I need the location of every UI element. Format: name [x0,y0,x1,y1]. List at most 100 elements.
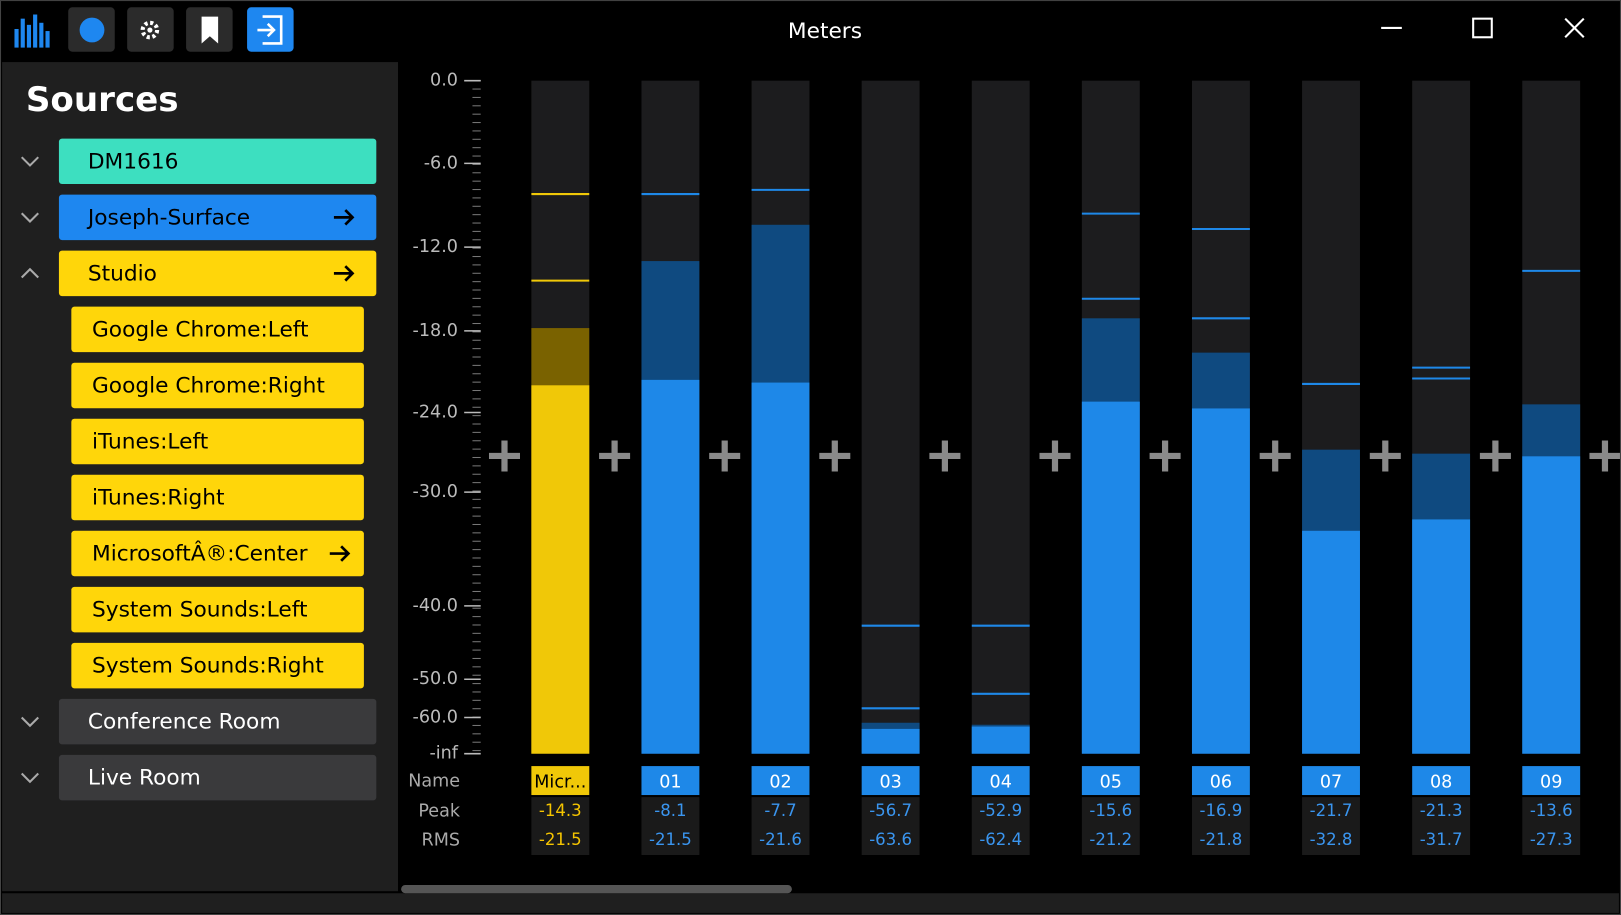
child-source-button[interactable] [71,306,364,353]
rms-value: -21.5 [649,830,692,849]
peak-value: -21.3 [1420,801,1463,820]
add-button[interactable] [1259,440,1291,472]
peak-value: -56.7 [869,801,912,820]
child-source-label: Google Chrome:Left [92,317,309,342]
source-group[interactable]: Conference Room [20,698,377,745]
scale-label: -50.0 [413,669,458,689]
add-button[interactable] [1369,440,1401,472]
add-button[interactable] [599,440,631,472]
scale-label: -40.0 [413,596,458,616]
expander-chevron[interactable] [20,267,39,279]
level-bar [531,385,590,754]
scale-label: -30.0 [413,482,458,502]
window-title: Meters [788,19,862,44]
child-source-button[interactable] [71,418,364,465]
peak-value: -14.3 [539,801,582,820]
channel-name-box[interactable] [531,766,590,796]
settings-button[interactable] [127,7,174,52]
channel-name-box[interactable] [1081,766,1140,796]
rms-value: -21.2 [1089,830,1132,849]
channel-name-box[interactable] [641,766,700,796]
channel-name-box[interactable] [1522,766,1581,796]
add-button[interactable] [1149,440,1181,472]
peak-value: -7.7 [764,801,796,820]
rms-value: -63.6 [869,830,912,849]
expander-chevron[interactable] [20,156,39,167]
maximize-button[interactable] [1472,17,1493,39]
add-button[interactable] [709,440,741,472]
expander-chevron[interactable] [20,212,39,223]
source-button[interactable] [58,138,377,185]
stats-box [861,797,920,855]
channel-name-box[interactable] [1191,766,1250,796]
source-group[interactable]: Studio Google Chrome:Left Google Chrome:Ri… [20,250,377,689]
expander-chevron[interactable] [20,772,39,784]
channel-name-box[interactable] [1412,766,1471,796]
child-source-label: System Sounds:Right [92,654,324,679]
source-button[interactable] [58,754,377,801]
export-button[interactable] [247,7,294,52]
expander-chevron[interactable] [20,716,39,728]
add-button[interactable] [1479,440,1511,472]
child-source-button[interactable] [71,642,364,689]
child-source-button[interactable] [71,530,364,577]
stats-box [1522,797,1581,855]
child-source-button[interactable] [71,362,364,409]
source-button[interactable] [58,250,377,297]
source-label: Conference Room [88,710,281,735]
stats-box [1412,797,1471,855]
arrow-icon [333,265,355,282]
record-button[interactable] [68,7,115,52]
rms-value: -62.4 [979,830,1022,849]
source-button[interactable] [58,698,377,745]
channel-name-box[interactable] [971,766,1030,796]
stats-box [971,797,1030,855]
row-label: RMS [422,831,461,851]
level-bar [1081,401,1140,754]
child-source-button[interactable] [71,586,364,633]
channel-name-box[interactable] [1302,766,1360,796]
scale-label: -12.0 [413,237,458,257]
peak-value: -21.7 [1310,801,1353,820]
meter-track [971,80,1030,754]
stats-box [1081,797,1140,855]
stats-box [751,797,810,855]
scrollbar-thumb[interactable] [401,884,792,894]
channel-name: 06 [1210,773,1232,793]
child-source-button[interactable] [71,474,364,521]
source-label: Live Room [88,766,201,791]
rms-value: -21.8 [1200,830,1243,849]
scale-label: -60.0 [413,708,458,728]
add-button[interactable] [929,440,961,472]
rms-value: -27.3 [1530,830,1573,849]
rms-value: -32.8 [1310,830,1353,849]
close-button[interactable] [1564,17,1585,38]
add-button[interactable] [1039,440,1071,472]
row-label: Name [408,772,460,792]
source-group[interactable]: Live Room [20,754,377,801]
source-group[interactable]: Joseph-Surface [20,194,377,241]
level-bar [1522,456,1581,754]
scale-label: -inf [429,744,458,764]
level-bar [751,382,810,754]
stats-box [531,797,590,855]
meter-track [861,80,920,754]
bookmark-button[interactable] [186,7,233,52]
source-label: DM1616 [88,149,179,174]
source-group[interactable]: DM1616 [20,138,377,185]
channel-name-box[interactable] [751,766,810,796]
channel-name-box[interactable] [861,766,920,796]
source-label: Studio [88,261,157,286]
scale-label: -24.0 [413,403,458,423]
rms-value: -21.6 [759,830,802,849]
add-button[interactable] [488,440,521,472]
bottom-bar [2,893,1619,913]
channel-name: 04 [990,773,1012,793]
channel-name: Micr... [534,773,586,793]
channel-name: 01 [659,773,681,793]
channel-name: 07 [1320,773,1342,793]
add-button[interactable] [1589,440,1621,472]
level-bar [1191,408,1250,754]
source-button[interactable] [58,194,377,241]
add-button[interactable] [819,440,851,472]
